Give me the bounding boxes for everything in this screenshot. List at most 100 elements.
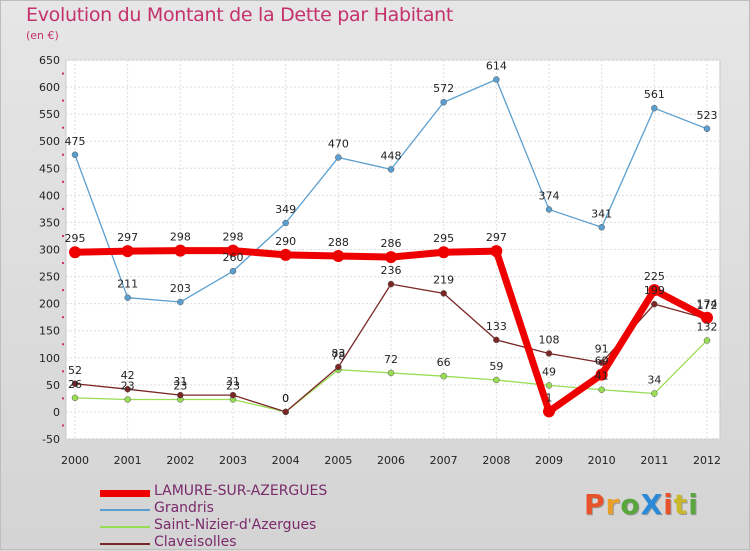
- data-label: 83: [331, 347, 345, 360]
- data-label: 66: [437, 356, 451, 369]
- data-point: [279, 248, 292, 261]
- y-minor-tick: [62, 207, 64, 210]
- legend-label: Claveisolles: [154, 534, 237, 550]
- logo-letter: o: [620, 488, 641, 521]
- data-point: [387, 166, 395, 173]
- data-label: 49: [542, 365, 556, 378]
- data-label: 41: [595, 370, 609, 383]
- data-label: 297: [117, 231, 138, 244]
- y-tick-label: 400: [39, 189, 60, 202]
- y-tick-label: 250: [39, 271, 60, 284]
- x-tick-label: 2010: [588, 454, 616, 467]
- data-label: 23: [121, 379, 135, 392]
- y-minor-tick: [62, 289, 64, 292]
- data-label: 341: [591, 207, 612, 220]
- x-tick-label: 2002: [166, 454, 194, 467]
- y-minor-tick: [62, 397, 64, 400]
- data-label: 448: [381, 149, 402, 162]
- y-minor-tick: [62, 343, 64, 346]
- chart-subtitle: (en €): [26, 29, 59, 42]
- data-label: 59: [489, 360, 503, 373]
- data-label: 91: [595, 343, 609, 356]
- data-label: 297: [486, 231, 507, 244]
- legend-swatch: [100, 526, 150, 528]
- data-label: 298: [170, 231, 191, 244]
- x-tick-label: 2004: [272, 454, 300, 467]
- y-minor-tick: [62, 126, 64, 129]
- data-label: 132: [697, 320, 718, 333]
- data-label: 225: [644, 270, 665, 283]
- data-label: 23: [173, 379, 187, 392]
- data-label: 295: [433, 232, 454, 245]
- logo-letter: r: [605, 488, 621, 521]
- data-point: [121, 245, 134, 258]
- y-tick-label: 200: [39, 298, 60, 311]
- data-point: [598, 386, 605, 393]
- legend-label: Saint-Nizier-d'Azergues: [154, 517, 317, 533]
- data-label: 203: [170, 282, 191, 295]
- data-label: 23: [226, 379, 240, 392]
- data-point: [229, 391, 237, 399]
- data-label: 561: [644, 88, 665, 101]
- data-point: [703, 125, 711, 133]
- data-point: [282, 219, 289, 227]
- data-label: 286: [381, 237, 402, 250]
- y-minor-tick: [62, 316, 64, 319]
- data-point: [440, 372, 447, 380]
- data-point: [124, 294, 131, 301]
- data-point: [227, 244, 239, 257]
- data-point: [177, 298, 184, 306]
- data-label: 260: [223, 251, 244, 264]
- line-chart: -50 0 50 100 150 200 250 300 350 400 450 500 550 600 6…: [39, 54, 721, 467]
- data-point: [493, 376, 500, 384]
- logo-letter: X: [640, 488, 664, 521]
- data-label: 52: [68, 364, 82, 377]
- data-label: 0: [282, 392, 289, 405]
- x-axis-ticks: 2000 2001 2002 2003 2004 2005 2006 2007 2008 2009…: [61, 454, 721, 467]
- data-point: [651, 390, 658, 397]
- y-tick-label: 550: [39, 108, 60, 121]
- x-tick-label: 2011: [640, 454, 668, 467]
- y-tick-label: 100: [39, 352, 60, 365]
- legend-swatch: [100, 543, 150, 545]
- data-point: [387, 369, 395, 377]
- data-label: 199: [644, 284, 665, 297]
- data-label: 172: [697, 299, 718, 312]
- data-point: [71, 151, 79, 158]
- x-tick-label: 2007: [430, 454, 458, 467]
- data-label: 211: [117, 278, 138, 291]
- data-label: 298: [223, 231, 244, 244]
- series-group: [69, 76, 713, 418]
- data-point: [651, 104, 658, 112]
- data-point: [651, 300, 658, 308]
- data-point: [701, 311, 713, 324]
- y-minor-tick: [62, 424, 64, 427]
- y-tick-label: 600: [39, 81, 60, 94]
- data-point: [387, 280, 395, 288]
- x-tick-label: 2006: [377, 454, 405, 467]
- data-point: [703, 337, 711, 344]
- data-point: [595, 368, 608, 381]
- data-label: 72: [384, 353, 398, 366]
- logo-letter: P: [584, 488, 606, 521]
- x-tick-label: 2003: [219, 454, 247, 467]
- data-point: [229, 267, 237, 275]
- data-label: 523: [697, 109, 718, 122]
- data-label: 78: [331, 350, 345, 363]
- data-point: [490, 245, 503, 258]
- legend-label: Grandris: [154, 500, 214, 516]
- y-minor-tick: [62, 72, 64, 75]
- data-point: [545, 206, 553, 213]
- data-point: [437, 246, 450, 259]
- data-label: 0: [282, 392, 289, 405]
- data-point: [545, 382, 553, 389]
- x-tick-label: 2001: [114, 454, 142, 467]
- data-label: 349: [275, 203, 296, 216]
- x-tick-label: 2008: [482, 454, 510, 467]
- logo-letter: i: [663, 488, 674, 521]
- legend-label: LAMURE-SUR-AZERGUES: [154, 483, 328, 499]
- data-point: [174, 244, 187, 257]
- chart-title: Evolution du Montant de la Dette par Hab…: [26, 4, 454, 26]
- logo-letter: t: [673, 488, 689, 521]
- data-label: 26: [68, 378, 82, 391]
